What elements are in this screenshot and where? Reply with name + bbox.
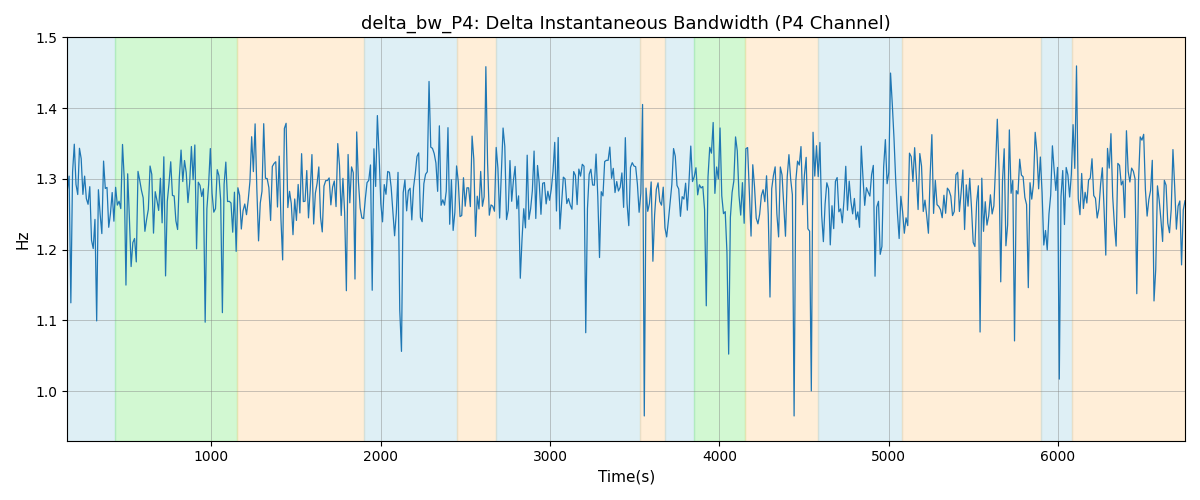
Title: delta_bw_P4: Delta Instantaneous Bandwidth (P4 Channel): delta_bw_P4: Delta Instantaneous Bandwid…: [361, 15, 892, 34]
Bar: [745, 38, 817, 440]
Bar: [665, 38, 694, 440]
Bar: [694, 38, 745, 440]
Bar: [67, 38, 115, 440]
Bar: [902, 38, 1042, 440]
Bar: [496, 38, 640, 440]
Bar: [457, 38, 496, 440]
X-axis label: Time(s): Time(s): [598, 470, 655, 485]
Bar: [364, 38, 457, 440]
Bar: [1042, 38, 1072, 440]
Bar: [817, 38, 902, 440]
Bar: [236, 38, 364, 440]
Bar: [115, 38, 236, 440]
Bar: [1072, 38, 1186, 440]
Bar: [640, 38, 665, 440]
Y-axis label: Hz: Hz: [16, 230, 30, 249]
